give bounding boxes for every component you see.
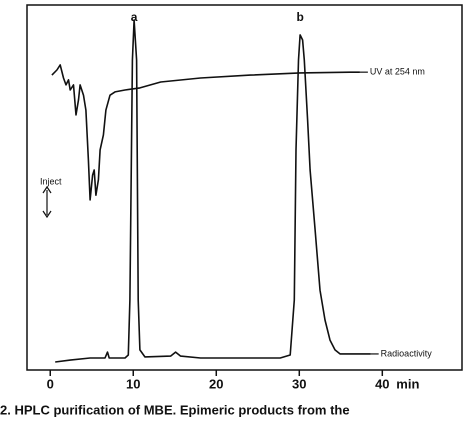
series-label: Radioactivity [381,348,433,358]
x-tick-label: 30 [292,376,306,391]
series-line [51,64,360,201]
x-tick-label: 10 [126,376,140,391]
caption: 2. HPLC purification of MBE. Epimeric pr… [0,402,350,417]
x-tick-label: 20 [209,376,223,391]
x-tick-label: 0 [47,376,54,391]
x-axis-label: min [396,376,419,391]
series-line [55,19,371,363]
plot-frame [26,4,463,371]
inject-label: Inject [40,176,62,186]
peak-label: a [131,10,138,24]
x-tick-label: 40 [375,376,389,391]
series-label: UV at 254 nm [370,67,425,77]
inject-arrow [42,185,52,219]
peak-label: b [296,10,303,24]
